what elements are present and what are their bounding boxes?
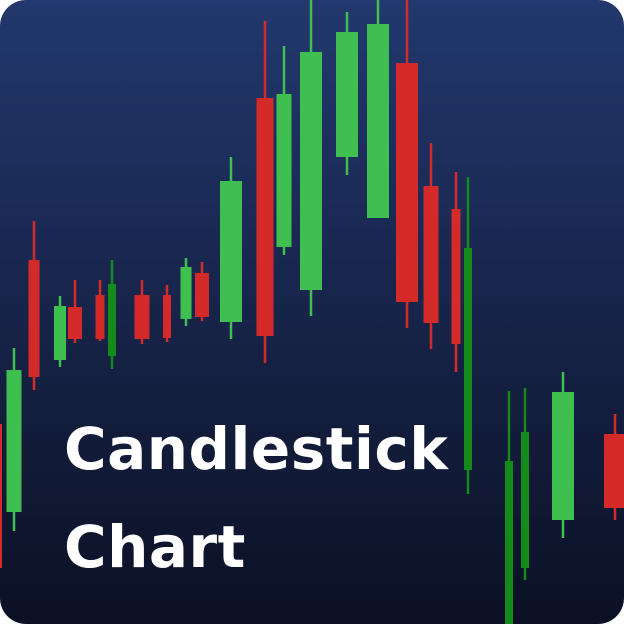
candle-body [163, 295, 171, 338]
chart-title-line-2: Chart [64, 513, 246, 581]
candle-body [367, 24, 389, 218]
candle-body [28, 260, 40, 377]
chart-title: Candlestick Chart [64, 400, 448, 596]
candle-body [195, 273, 209, 317]
candle-body [180, 267, 192, 319]
candle-body [68, 307, 82, 339]
candle-body [134, 295, 150, 339]
candle-body [54, 306, 66, 360]
candle-body [396, 63, 418, 302]
candle-body [505, 461, 513, 624]
candle-body [256, 98, 274, 336]
candle-body [464, 248, 472, 470]
candle-body [276, 94, 292, 247]
candle-body [604, 434, 624, 508]
candle-body [6, 370, 22, 512]
candle-body [451, 209, 461, 344]
candle-body [0, 424, 2, 568]
candle-body [300, 52, 322, 290]
candle-body [521, 432, 529, 568]
candle-body [552, 392, 574, 520]
candle-body [108, 284, 116, 356]
candle-body [220, 181, 242, 322]
chart-title-line-1: Candlestick [64, 415, 449, 483]
candle-body [336, 32, 358, 157]
candle-body [95, 295, 105, 339]
candle-body [423, 186, 439, 323]
